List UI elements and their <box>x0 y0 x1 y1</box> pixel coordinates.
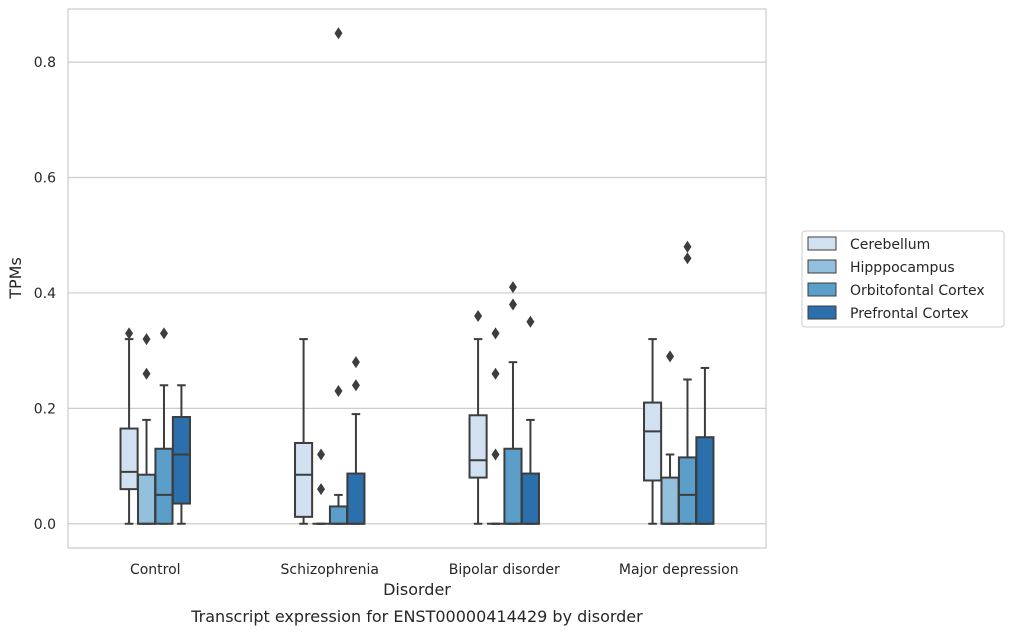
y-tick-label: 0.6 <box>34 171 56 187</box>
box <box>643 401 663 482</box>
legend-label: Prefrontal Cortex <box>850 306 969 322</box>
box-group <box>643 240 715 525</box>
plot-frame <box>67 8 767 549</box>
legend-frame <box>801 230 1005 328</box>
y-tick-label: 0.8 <box>34 55 56 71</box>
legend-label: Orbitofontal Cortex <box>850 283 985 299</box>
box <box>346 472 366 525</box>
y-tick-label: 0.0 <box>34 517 56 533</box>
outlier-point <box>491 327 500 340</box>
legend-label: Cerebellum <box>850 237 930 253</box>
legend-swatch <box>807 259 837 274</box>
x-tick-label: Bipolar disorder <box>449 562 560 578</box>
outlier-point <box>159 327 168 340</box>
box <box>695 436 715 525</box>
box <box>154 447 174 525</box>
box-group <box>294 27 366 525</box>
outlier-point <box>351 379 360 392</box>
legend-swatch <box>807 236 837 251</box>
y-tick-label: 0.2 <box>34 401 56 417</box>
legend-swatch <box>807 282 837 297</box>
x-axis-label: Disorder <box>383 580 451 599</box>
outlier-point <box>317 448 326 461</box>
x-tick-label: Schizophrenia <box>281 562 379 578</box>
outlier-point <box>491 448 500 461</box>
box <box>171 416 191 505</box>
box <box>468 414 488 479</box>
chart-caption: Transcript expression for ENST0000041442… <box>190 607 643 626</box>
box-groups <box>119 27 715 525</box>
box <box>136 473 157 525</box>
outlier-point <box>334 385 343 398</box>
outlier-point <box>142 333 151 346</box>
outlier-point <box>474 310 483 323</box>
box-group <box>119 327 191 525</box>
outlier-point <box>125 327 134 340</box>
box <box>660 476 680 525</box>
box <box>503 447 523 525</box>
outlier-point <box>508 298 517 311</box>
outlier-point <box>683 252 692 265</box>
outlier-point <box>526 315 535 328</box>
legend-swatch <box>807 305 837 320</box>
box <box>520 472 540 525</box>
outlier-point <box>317 483 326 496</box>
outlier-point <box>508 281 517 294</box>
outlier-point <box>351 356 360 369</box>
legend-label: Hipppocampus <box>850 260 955 276</box>
outlier-point <box>683 240 692 253</box>
outlier-point <box>491 367 500 380</box>
y-axis-ticks: 0.0 0.2 0.4 0.6 0.8 <box>34 55 56 533</box>
x-tick-label: Control <box>130 562 181 578</box>
x-axis-ticks: Control Schizophrenia Bipolar disorder Majo… <box>130 562 739 578</box>
box-group <box>468 281 540 525</box>
y-axis-label: TPMs <box>6 257 25 300</box>
outlier-point <box>142 367 151 380</box>
y-tick-label: 0.4 <box>34 286 56 302</box>
box <box>119 427 139 491</box>
box <box>677 456 698 525</box>
outlier-point <box>334 27 343 40</box>
x-tick-label: Major depression <box>619 562 739 578</box>
box <box>328 505 349 525</box>
outlier-point <box>666 350 675 363</box>
box <box>294 441 314 518</box>
legend: Cerebellum Hipppocampus Orbitofontal Corte… <box>801 230 1005 328</box>
